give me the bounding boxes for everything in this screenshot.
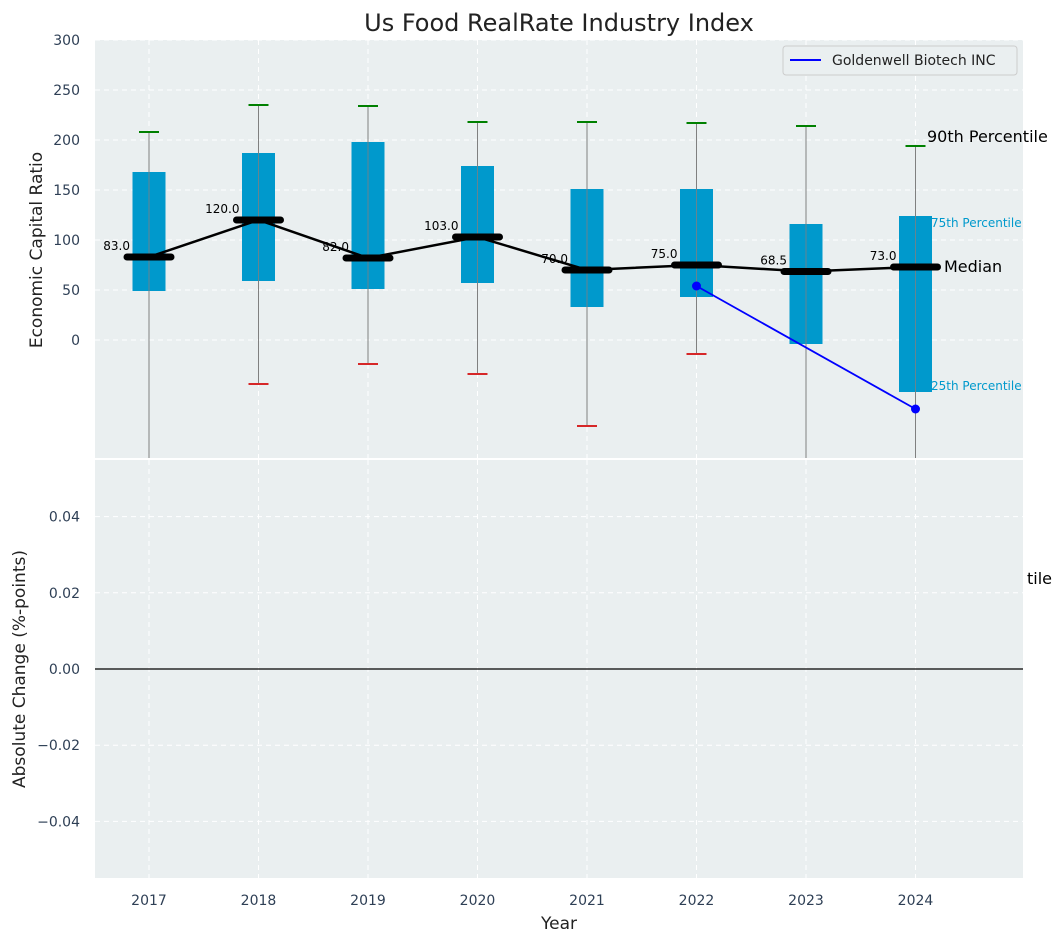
median-value-label: 70.0 xyxy=(541,252,568,266)
annotation-75th-percentile: 75th Percentile xyxy=(931,216,1022,230)
median-value-label: 73.0 xyxy=(870,249,897,263)
bottom-y-tick-label: −0.02 xyxy=(37,738,80,754)
annotation-90th-percentile: 90th Percentile xyxy=(927,127,1048,146)
top-y-tick-label: 250 xyxy=(53,83,80,99)
legend[interactable]: Goldenwell Biotech INC xyxy=(782,45,1018,76)
top-plot-marks: 83.0 120.0 82.0 103.0 70.0 75.0 68.5 73.0 xyxy=(103,104,941,458)
chart-title: Us Food RealRate Industry Index xyxy=(364,9,754,37)
annotation-25th-percentile: 25th Percentile xyxy=(931,379,1022,393)
median-value-label: 68.5 xyxy=(760,254,787,268)
top-y-tick-label: 200 xyxy=(53,133,80,149)
median-value-label: 120.0 xyxy=(205,202,239,216)
legend-box xyxy=(782,45,1018,76)
x-tick-label: 2022 xyxy=(679,893,715,909)
annotation-median: Median xyxy=(944,257,1002,276)
bottom-y-tick-label: 0.00 xyxy=(49,662,80,678)
median-value-label: 83.0 xyxy=(103,239,130,253)
x-ticks: 2017 2018 2019 2020 2021 2022 2023 2024 xyxy=(131,893,933,909)
x-tick-label: 2024 xyxy=(898,893,934,909)
company-point xyxy=(692,281,701,291)
x-tick-label: 2017 xyxy=(131,893,167,909)
top-y-tick-label: 150 xyxy=(53,183,80,199)
overflow-annotation-text: tile xyxy=(1027,569,1052,588)
top-y-ticks: 0 50 100 150 200 250 300 xyxy=(53,33,80,349)
legend-entry-goldenwell: Goldenwell Biotech INC xyxy=(832,53,996,69)
top-y-tick-label: 300 xyxy=(53,33,80,49)
top-y-tick-label: 0 xyxy=(71,333,80,349)
top-y-tick-label: 50 xyxy=(62,283,80,299)
company-series-line xyxy=(696,285,916,410)
median-value-label: 103.0 xyxy=(424,219,458,233)
top-y-tick-label: 100 xyxy=(53,233,80,249)
x-tick-label: 2021 xyxy=(569,893,605,909)
median-value-label: 82.0 xyxy=(322,240,349,254)
bottom-y-tick-label: 0.02 xyxy=(49,586,80,602)
bottom-y-axis-label: Absolute Change (%-points) xyxy=(10,550,30,788)
x-axis-label: Year xyxy=(540,914,577,934)
bottom-y-tick-label: 0.04 xyxy=(49,510,80,526)
x-tick-label: 2020 xyxy=(460,893,496,909)
median-value-label: 75.0 xyxy=(651,247,678,261)
company-point xyxy=(911,404,920,414)
x-tick-label: 2023 xyxy=(788,893,824,909)
top-y-axis-label: Economic Capital Ratio xyxy=(27,152,47,348)
bottom-y-tick-label: −0.04 xyxy=(37,814,80,830)
x-tick-label: 2018 xyxy=(241,893,277,909)
bottom-y-ticks: −0.04 −0.02 0.00 0.02 0.04 xyxy=(37,510,80,831)
x-tick-label: 2019 xyxy=(350,893,386,909)
